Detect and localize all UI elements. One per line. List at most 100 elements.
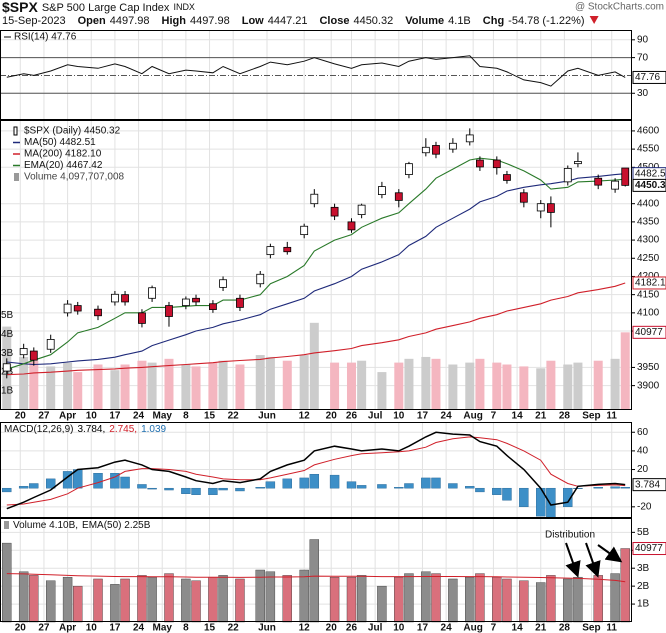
histogram-bar bbox=[255, 487, 265, 489]
x-tick-label: Sep bbox=[582, 411, 600, 422]
candle-body bbox=[492, 159, 501, 169]
volume-overlay-bar bbox=[164, 358, 174, 410]
x-tick-label: 22 bbox=[228, 623, 240, 633]
volume-overlay-bar bbox=[46, 366, 56, 410]
x-tick-label: 27 bbox=[38, 623, 50, 633]
value-tag-label: 4450.3 bbox=[635, 180, 666, 191]
volume-overlay-bar bbox=[620, 332, 630, 410]
candle-body bbox=[546, 203, 555, 213]
x-tick-label: 17 bbox=[417, 411, 429, 422]
candle-body bbox=[357, 204, 366, 216]
y-tick-label: 4150 bbox=[637, 289, 660, 300]
volume-overlay-bar bbox=[181, 364, 191, 410]
stat-value: 4.1B bbox=[448, 15, 471, 27]
volume-overlay-bar bbox=[73, 372, 83, 410]
candle-body bbox=[2, 363, 11, 372]
volume-overlay-bar bbox=[208, 362, 218, 410]
value-tag-label: 40977 bbox=[635, 327, 663, 338]
y-tick-label: 90 bbox=[637, 34, 649, 45]
volume-bar bbox=[404, 573, 414, 623]
candle-body bbox=[73, 305, 82, 312]
x-tick-label: 20 bbox=[15, 623, 27, 633]
annotation-arrow bbox=[565, 542, 581, 578]
volume-overlay-bar bbox=[218, 360, 228, 410]
panel-border bbox=[0, 30, 632, 120]
x-tick-label: 24 bbox=[441, 623, 453, 633]
histogram-bar bbox=[593, 487, 603, 489]
value-tag bbox=[632, 542, 666, 556]
volume-bar bbox=[309, 539, 320, 623]
y-tick-label: 4350 bbox=[637, 217, 660, 228]
histogram-bar bbox=[282, 478, 292, 489]
histogram-bar bbox=[93, 473, 103, 489]
x-tick-label: 21 bbox=[535, 411, 547, 422]
histogram-bar bbox=[431, 477, 441, 489]
candle-body bbox=[192, 297, 200, 303]
volume-bar bbox=[356, 575, 367, 623]
volume-overlay-bar bbox=[394, 362, 404, 410]
x-tick-label: 14 bbox=[512, 623, 524, 633]
volume-overlay-bar bbox=[563, 364, 573, 410]
candle-body bbox=[138, 312, 146, 324]
macd-line bbox=[6, 431, 626, 510]
stat-value: -54.78 (-1.22%) bbox=[508, 15, 584, 27]
y-tick-label: 5B bbox=[637, 527, 650, 538]
panel-title: RSI(14) 47.76 bbox=[14, 32, 77, 43]
histogram-bar bbox=[475, 487, 485, 493]
stat-value: 4450.32 bbox=[353, 15, 393, 27]
candle-body bbox=[256, 273, 265, 285]
volume-bar bbox=[45, 580, 56, 623]
legend-label: 1.039 bbox=[141, 424, 166, 435]
x-tick-label: 7 bbox=[491, 623, 497, 633]
histogram-bar bbox=[377, 484, 387, 489]
y-tick-label: 60 bbox=[637, 427, 649, 438]
x-tick-label: 22 bbox=[228, 411, 240, 422]
candle-body bbox=[121, 294, 129, 303]
y-tick-label: 3B bbox=[637, 563, 650, 574]
x-tick-label: 17 bbox=[109, 623, 121, 633]
x-tick-label: 11 bbox=[606, 623, 617, 633]
histogram-bar bbox=[465, 486, 475, 489]
x-tick-label: 17 bbox=[417, 623, 429, 633]
index-name: S&P 500 Large Cap Index bbox=[42, 2, 170, 14]
y-tick-label: 3950 bbox=[637, 362, 660, 373]
histogram-bar bbox=[309, 473, 320, 489]
volume-overlay-bar bbox=[502, 364, 512, 410]
y-tick-label: 4400 bbox=[637, 198, 660, 209]
candle-body bbox=[621, 167, 630, 186]
x-tick-label: 21 bbox=[535, 623, 547, 633]
histogram-bar bbox=[45, 478, 56, 489]
histogram-bar bbox=[2, 487, 12, 493]
y-tick-label: 70 bbox=[637, 52, 649, 63]
y-tick-label: 3900 bbox=[637, 380, 660, 391]
volume-overlay-bar bbox=[120, 364, 130, 410]
y-tick-label: 4600 bbox=[637, 126, 660, 137]
volume-overlay-bar bbox=[431, 358, 441, 410]
volume-bar bbox=[181, 578, 191, 623]
y-tick-label: 1B bbox=[637, 599, 650, 610]
x-tick-label: 14 bbox=[512, 411, 524, 422]
volume-bar bbox=[255, 569, 265, 623]
volume-overlay-bar bbox=[448, 364, 458, 410]
panel-title: Volume 4.10B, EMA(50) 2.25B bbox=[13, 520, 151, 531]
histogram-bar bbox=[191, 487, 201, 495]
volume-bar bbox=[448, 578, 458, 623]
exchange: INDX bbox=[173, 2, 195, 12]
x-tick-label: 10 bbox=[393, 623, 405, 633]
stat-label: Open bbox=[78, 15, 106, 27]
moving-average-line bbox=[6, 282, 626, 376]
volume-overlay-bar bbox=[357, 360, 367, 410]
y-tick-label: 4250 bbox=[637, 253, 660, 264]
y-tick-label: 30 bbox=[637, 88, 649, 99]
volume-bar bbox=[137, 575, 147, 623]
histogram-bar bbox=[235, 487, 245, 492]
volume-axis-label: 5B bbox=[1, 310, 14, 321]
volume-overlay-bar bbox=[63, 362, 73, 410]
symbol: $SPX bbox=[2, 0, 38, 15]
x-tick-label: 24 bbox=[441, 411, 453, 422]
volume-bar bbox=[191, 580, 201, 623]
candle-body bbox=[394, 192, 403, 201]
x-tick-label: Apr bbox=[59, 623, 76, 633]
candle-body bbox=[448, 142, 457, 150]
x-tick-label: Aug bbox=[463, 411, 482, 422]
